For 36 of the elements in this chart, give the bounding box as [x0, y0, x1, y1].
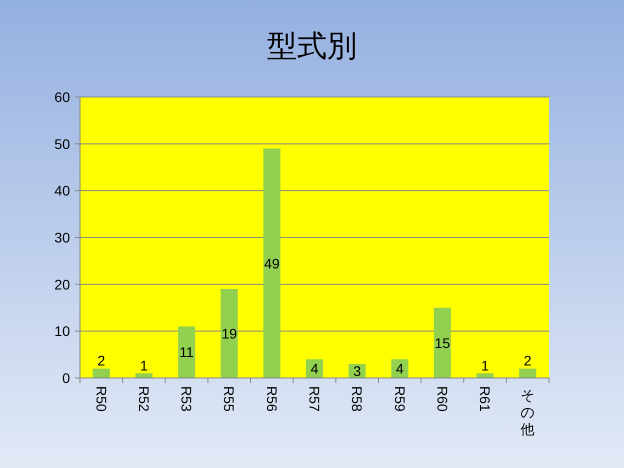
x-tick-label: R57 [306, 386, 322, 412]
x-tick-label: R52 [136, 386, 152, 412]
x-tick-label: その他 [520, 387, 535, 437]
x-tick-label: R58 [349, 386, 366, 412]
data-label: 4 [396, 360, 404, 377]
y-tick-label: 50 [54, 136, 70, 152]
y-tick-label: 40 [54, 182, 70, 199]
bar [434, 308, 451, 378]
x-tick-label: R55 [221, 386, 238, 412]
y-tick-label: 30 [54, 230, 70, 246]
x-tick-label: R59 [392, 386, 408, 412]
data-label: 1 [481, 357, 490, 374]
x-tick-label: R53 [178, 386, 195, 412]
x-tick-label: R60 [434, 386, 450, 412]
x-tick-label: R61 [477, 386, 494, 412]
data-label: 15 [434, 334, 450, 351]
data-label: 3 [353, 362, 362, 379]
data-label: 2 [97, 352, 106, 369]
bar [519, 368, 536, 378]
bar [220, 289, 238, 378]
data-label: 19 [221, 326, 238, 342]
y-tick-label: 0 [62, 370, 70, 386]
bar [178, 326, 196, 378]
x-tick-label: R56 [264, 386, 280, 412]
data-label: 1 [140, 357, 148, 374]
data-label: 11 [179, 344, 194, 360]
bar [92, 368, 110, 378]
data-label: 49 [264, 255, 280, 272]
x-tick-label: R50 [93, 386, 110, 412]
data-label: 2 [524, 352, 532, 369]
chart-title: 型式別 [267, 30, 357, 63]
y-tick-label: 10 [54, 323, 70, 340]
bar [263, 148, 280, 378]
data-label: 4 [310, 360, 319, 377]
y-tick-label: 20 [54, 276, 70, 292]
y-tick-label: 60 [54, 89, 70, 105]
